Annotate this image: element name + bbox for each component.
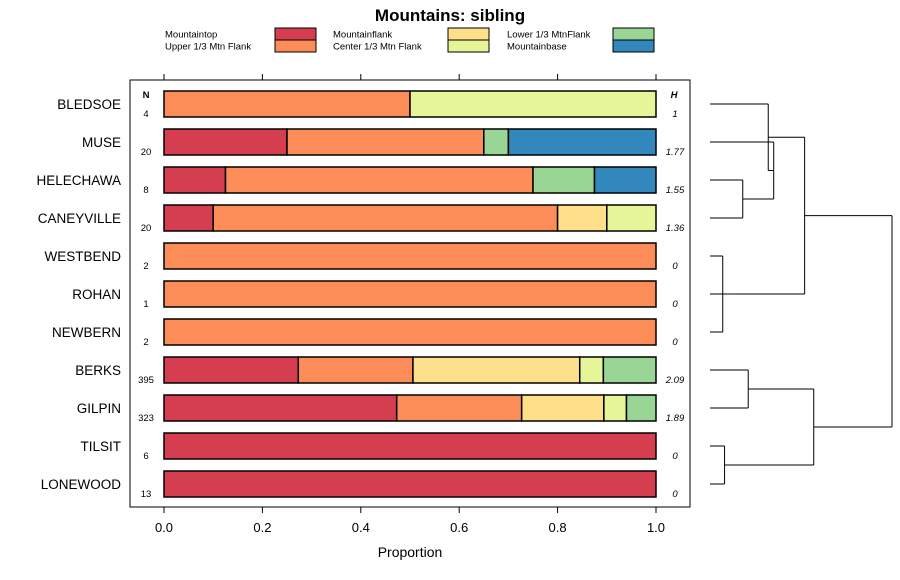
n-value: 1 xyxy=(143,299,148,310)
n-value: 2 xyxy=(143,261,148,272)
n-value: 20 xyxy=(141,223,152,234)
legend-label: Mountaintop xyxy=(165,30,217,41)
row-label: LONEWOOD xyxy=(41,477,122,492)
n-value: 4 xyxy=(143,109,148,120)
h-value: 0 xyxy=(672,299,678,310)
bar-segment xyxy=(163,90,411,118)
n-value: 323 xyxy=(138,413,154,424)
bar-segment xyxy=(603,394,628,422)
bar-segment xyxy=(163,204,214,232)
row-label: WESTBEND xyxy=(44,249,121,264)
bar-segment xyxy=(593,166,657,194)
bar-segment xyxy=(163,432,657,460)
x-tick-label: 0.8 xyxy=(549,520,567,535)
n-value: 2 xyxy=(143,337,148,348)
legend-label: Mountainflank xyxy=(333,30,392,41)
h-value: 0 xyxy=(672,489,678,500)
bar-segment xyxy=(578,356,605,384)
bar-segment xyxy=(412,356,581,384)
x-tick-label: 0.4 xyxy=(352,520,370,535)
bar-segment xyxy=(286,128,485,156)
row-label: CANEYVILLE xyxy=(38,211,121,226)
n-value: 6 xyxy=(143,451,148,462)
legend-swatch xyxy=(274,27,317,41)
bar-segment xyxy=(532,166,596,194)
n-value: 20 xyxy=(141,147,152,158)
legend-label: Upper 1/3 Mtn Flank xyxy=(165,42,251,53)
row-label: ROHAN xyxy=(72,287,121,302)
bar-segment xyxy=(625,394,657,422)
bar-segment xyxy=(163,470,657,498)
bar-segment xyxy=(520,394,605,422)
bar-segment xyxy=(163,128,288,156)
h-value: 1.55 xyxy=(666,185,685,196)
h-value: 0 xyxy=(672,337,678,348)
plot-frame xyxy=(129,79,691,508)
bar-segment xyxy=(409,90,657,118)
legend-label: Mountainbase xyxy=(507,42,567,53)
bar-segment xyxy=(483,128,510,156)
legend-swatch xyxy=(447,27,490,41)
legend-swatch xyxy=(612,27,655,41)
n-value: 13 xyxy=(141,489,152,500)
bar-segment xyxy=(163,394,398,422)
bar-segment xyxy=(212,204,559,232)
bar-segment xyxy=(163,166,227,194)
bar-segment xyxy=(556,204,608,232)
bar-segment xyxy=(507,128,657,156)
x-tick-label: 0.6 xyxy=(450,520,468,535)
h-value: 0 xyxy=(672,451,678,462)
row-label: BLEDSOE xyxy=(57,97,121,112)
row-label: BERKS xyxy=(75,363,121,378)
legend-swatch xyxy=(447,39,490,53)
bar-segment xyxy=(224,166,534,194)
x-axis-label: Proportion xyxy=(378,544,443,560)
h-value: 1 xyxy=(672,109,677,120)
x-tick-label: 1.0 xyxy=(647,520,665,535)
legend-swatch xyxy=(274,39,317,53)
h-value: 0 xyxy=(672,261,678,272)
n-value: 8 xyxy=(143,185,148,196)
bar-segment xyxy=(163,242,657,270)
bar-segment xyxy=(297,356,414,384)
legend-label: Lower 1/3 MtnFlank xyxy=(507,30,591,41)
n-column-header: N xyxy=(143,90,150,101)
n-value: 395 xyxy=(138,375,154,386)
legend-swatch xyxy=(612,39,655,53)
dendrogram xyxy=(710,103,893,485)
bar-segment xyxy=(163,280,657,308)
row-label: NEWBERN xyxy=(52,325,121,340)
row-label: HELECHAWA xyxy=(36,173,121,188)
bar-segment xyxy=(395,394,523,422)
h-value: 1.77 xyxy=(666,147,685,158)
chart-title: Mountains: sibling xyxy=(375,6,525,25)
bar-segment xyxy=(163,356,300,384)
legend-label: Center 1/3 Mtn Flank xyxy=(333,42,422,53)
x-tick-label: 0.2 xyxy=(253,520,271,535)
h-value: 1.89 xyxy=(666,413,685,424)
x-axis: 0.0 0.2 0.4 0.6 0.8 1.0 xyxy=(155,74,665,535)
row-label: MUSE xyxy=(82,135,121,150)
row-label: TILSIT xyxy=(80,439,121,454)
bar-segment xyxy=(602,356,657,384)
h-column-header: H xyxy=(671,90,679,101)
bar-segment xyxy=(163,318,657,346)
h-value: 2.09 xyxy=(665,375,685,386)
x-tick-label: 0.0 xyxy=(155,520,173,535)
h-value: 1.36 xyxy=(666,223,685,234)
bar-segment xyxy=(606,204,657,232)
row-label: GILPIN xyxy=(77,401,121,416)
